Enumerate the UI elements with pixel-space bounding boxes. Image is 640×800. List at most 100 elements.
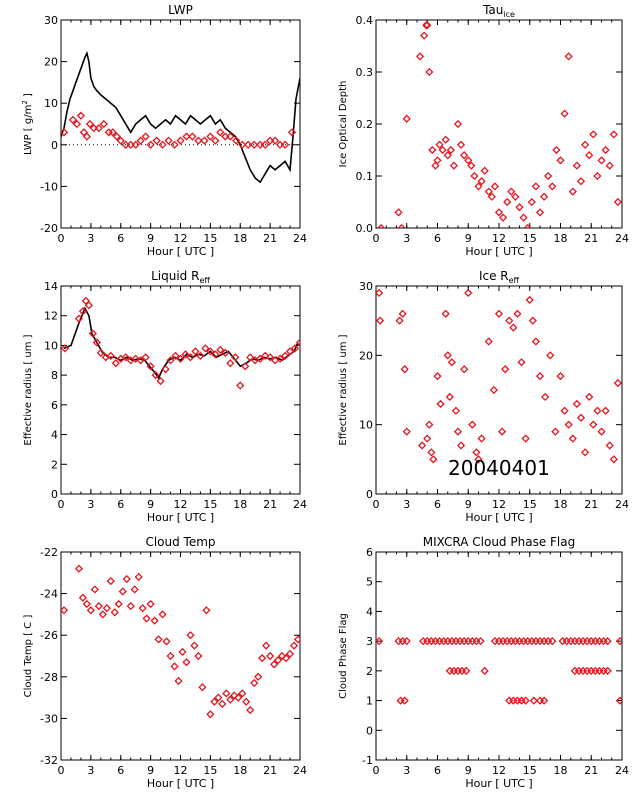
data-point-marker [453, 119, 463, 129]
data-point-marker [564, 420, 573, 429]
data-point-marker [141, 353, 150, 362]
x-tick-label: 15 [203, 764, 217, 777]
x-axis-label: Hour [ UTC ] [147, 511, 214, 524]
data-point-marker [402, 114, 411, 123]
data-point-marker [285, 347, 295, 356]
data-point-marker [156, 376, 165, 386]
data-point-marker [170, 662, 179, 671]
data-point-marker [476, 637, 485, 646]
y-tick-label: 3 [366, 635, 373, 648]
data-layer [376, 288, 622, 464]
x-tick-label: 3 [403, 498, 410, 511]
data-point-marker [181, 350, 190, 359]
x-tick-label: 3 [403, 232, 410, 245]
chart-title: Ice Reff [479, 269, 520, 285]
data-point-marker [400, 365, 409, 374]
x-tick-label: 9 [147, 498, 154, 511]
data-point-marker [166, 356, 175, 365]
x-tick-label: 18 [554, 498, 568, 511]
x-tick-label: 9 [147, 764, 154, 777]
data-point-marker [226, 695, 235, 704]
data-point-marker [497, 427, 507, 436]
data-point-marker [218, 699, 227, 708]
plot-ice-reff: 0 3 6 9 12 15 18 21 24 0 10 20 30 Ice Reff Hour [ UTC … [338, 269, 629, 524]
data-point-marker [400, 696, 409, 705]
y-tick-label: 10 [359, 419, 373, 432]
data-point-marker [477, 177, 486, 186]
x-tick-label: 12 [174, 764, 188, 777]
plot-tau: 0 3 6 9 12 15 18 21 24 0.0 0.1 0.2 0.3 0.4 Tauice Hour … [338, 3, 629, 258]
data-point-marker [489, 385, 498, 395]
x-axis-label: Hour [ UTC ] [147, 245, 214, 258]
data-point-marker [418, 441, 427, 450]
x-tick-label: 0 [58, 498, 65, 511]
data-point-marker [615, 637, 622, 646]
data-point-marker [519, 213, 528, 222]
data-point-marker [269, 660, 279, 669]
data-point-marker [206, 347, 215, 356]
data-point-marker [68, 115, 78, 124]
data-point-marker [261, 140, 270, 149]
data-point-marker [106, 351, 115, 360]
data-point-marker [515, 203, 524, 212]
data-point-marker [256, 354, 265, 363]
data-point-marker [178, 647, 187, 656]
data-point-marker [462, 666, 471, 675]
data-point-marker [576, 413, 586, 422]
data-point-marker [88, 329, 97, 338]
data-point-marker [200, 136, 209, 145]
data-point-marker [190, 641, 199, 650]
y-tick-label: 10 [44, 97, 58, 110]
data-point-marker [74, 564, 84, 573]
data-point-marker [528, 316, 537, 325]
data-point-marker [74, 314, 84, 323]
data-point-marker [507, 187, 516, 196]
data-point-marker [605, 441, 614, 450]
data-point-marker [552, 145, 561, 155]
date-stamp: 20040401 [448, 456, 550, 480]
data-point-marker [206, 132, 215, 141]
data-point-marker [531, 337, 541, 346]
data-point-marker [186, 353, 195, 362]
data-point-marker [196, 351, 205, 360]
data-point-marker [415, 52, 425, 61]
data-point-marker [531, 182, 541, 191]
data-point-marker [151, 371, 160, 380]
x-tick-label: 6 [117, 764, 124, 777]
data-point-marker [76, 111, 86, 120]
y-tick-label: -28 [40, 671, 58, 684]
x-tick-label: 18 [233, 764, 247, 777]
x-tick-label: 15 [523, 764, 537, 777]
data-point-marker [498, 213, 508, 222]
data-point-marker [191, 347, 200, 356]
data-point-marker [281, 653, 291, 663]
data-point-marker [242, 697, 251, 706]
x-tick-label: 24 [293, 764, 307, 777]
x-tick-label: 18 [233, 232, 247, 245]
x-tick-label: 0 [373, 232, 380, 245]
data-point-marker [94, 124, 103, 133]
plot-frame [60, 285, 301, 495]
x-tick-label: 6 [434, 764, 441, 777]
data-point-marker [226, 359, 235, 368]
data-point-marker [601, 145, 610, 155]
data-point-marker [289, 641, 299, 650]
data-point-marker [250, 678, 259, 688]
data-point-marker [216, 345, 225, 355]
data-point-marker [402, 637, 411, 646]
y-tick-label: 2 [366, 665, 373, 678]
data-point-marker [238, 689, 247, 698]
data-point-marker [517, 358, 526, 367]
data-point-marker [182, 132, 191, 141]
y-tick-label: 1 [366, 695, 373, 708]
data-point-marker [456, 140, 466, 149]
data-point-marker [261, 351, 270, 360]
y-tick-label: 10 [44, 339, 58, 352]
data-point-marker [425, 67, 434, 77]
data-point-marker [474, 182, 483, 191]
data-point-marker [427, 448, 436, 457]
data-point-marker [521, 434, 530, 443]
data-point-marker [293, 635, 300, 644]
data-layer [376, 637, 622, 705]
data-point-marker [580, 140, 590, 149]
